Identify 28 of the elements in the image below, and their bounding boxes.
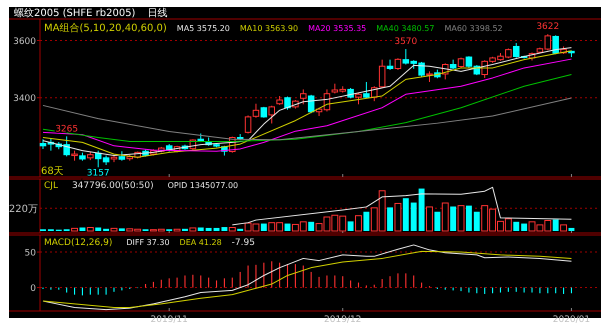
ytick: 50 (24, 248, 36, 259)
title: CJL (44, 181, 58, 191)
title: 螺纹2005 (SHFE rb2005) (14, 8, 136, 19)
legend: OPID 1345077.00 (168, 181, 238, 190)
annotation: -7.95 (232, 238, 255, 248)
annotation: 3622 (536, 22, 560, 32)
annotation: 347796.00(50:50) (72, 181, 154, 191)
legend: MA10 3563.90 (240, 24, 298, 33)
legend: MA60 3398.52 (444, 24, 503, 33)
subtitle: 日线 (147, 8, 168, 19)
legend: DIFF 37.30 (126, 238, 170, 247)
annotation: 3570 (394, 37, 418, 48)
annotation: 68天 (41, 166, 64, 177)
legend: MA40 3480.57 (376, 24, 434, 33)
ref-label: 220万 (8, 204, 38, 215)
legend: MA5 3575.20 (176, 24, 230, 33)
legend: MA20 3535.35 (308, 24, 366, 33)
legend-title: MA组合(5,10,20,40,60,0) (44, 23, 167, 34)
xtick: 2019/12 (324, 315, 362, 325)
xtick: 2020/01 (552, 315, 590, 325)
ytick: 3600 (13, 36, 36, 47)
title: MACD(12,26,9) (44, 238, 112, 248)
legend: DEA 41.28 (180, 238, 222, 247)
annotation: 3157 (86, 168, 110, 178)
ytick: 3400 (13, 94, 36, 104)
ytick: 0 (30, 284, 36, 294)
xtick: 2019/11 (150, 315, 188, 325)
annotation: 3265 (55, 124, 78, 134)
